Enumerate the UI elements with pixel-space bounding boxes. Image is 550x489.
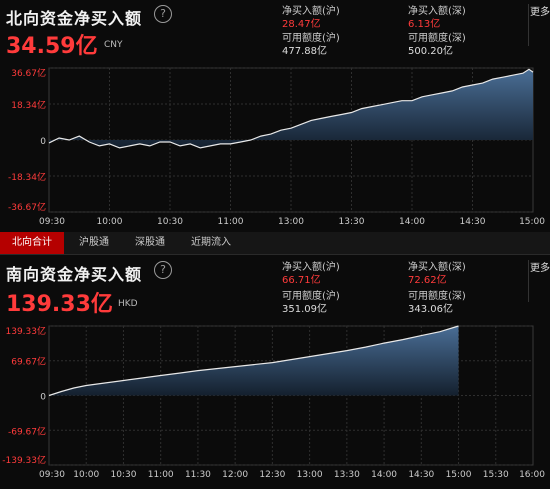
south-amount: 139.33亿 [6,292,113,317]
x-tick-label: 12:00 [222,470,248,480]
series-area [49,69,533,148]
x-tick-label: 15:30 [483,470,509,480]
x-tick-label: 09:30 [39,217,65,227]
south-currency: HKD [118,299,138,309]
y-tick-label: 139.33亿 [6,325,47,337]
x-tick-label: 11:00 [218,217,244,227]
x-tick-label: 15:00 [446,470,472,480]
north-currency: CNY [104,40,123,50]
north-flow-chart: 36.67亿 18.34亿 0 -18.34亿 -36.67亿 09:30 10:00 10:… [8,67,545,227]
x-tick-label: 10:00 [73,470,99,480]
x-tick-label: 10:00 [97,217,123,227]
south-buy-sh-label: 净买入额(沪) [282,262,340,273]
tab-north-total[interactable]: 北向合计 [0,232,64,254]
x-tick-label: 09:30 [39,470,65,480]
x-tick-label: 11:00 [148,470,174,480]
y-tick-label: 0 [40,393,46,403]
y-tick-label: -139.33亿 [2,454,46,466]
south-buy-sz-label: 净买入额(深) [408,262,466,273]
south-flow-chart: 139.33亿 69.67亿 0 -69.67亿 -139.33亿 09:30 10:00 1… [2,325,545,480]
north-buy-sz-value: 6.13亿 [408,19,441,30]
north-quota-sh-label: 可用额度(沪) [282,33,340,44]
x-tick-label: 16:00 [519,470,545,480]
south-more-button[interactable]: 更多 [528,260,550,302]
x-tick-label: 13:30 [339,217,365,227]
series-line [48,68,534,149]
x-tick-label: 14:00 [371,470,397,480]
north-header: 北向资金净买入额 ? 34.59亿 CNY 净买入额(沪) 28.47亿 可用额… [0,0,550,59]
series-line [48,325,459,397]
x-tick-label: 15:00 [519,217,545,227]
south-quota-sz-label: 可用额度(深) [408,291,466,302]
y-tick-label: 36.67亿 [11,67,46,79]
y-tick-label: -36.67亿 [8,201,46,213]
help-icon[interactable]: ? [154,261,172,279]
x-tick-label: 14:00 [399,217,425,227]
x-tick-label: 10:30 [157,217,183,227]
south-title: 南向资金净买入额 [6,265,143,284]
y-tick-label: -69.67亿 [8,425,46,437]
south-quota-sz-value: 343.06亿 [408,304,453,315]
x-tick-label: 10:30 [110,470,136,480]
series-area [49,326,459,396]
tab-shenzhen-connect[interactable]: 深股通 [135,237,165,248]
x-tick-label: 13:00 [297,470,323,480]
south-buy-sz-value: 72.62亿 [408,275,447,286]
north-quota-sz-value: 500.20亿 [408,46,453,57]
north-more-button[interactable]: 更多 [528,4,550,46]
south-quota-sh-label: 可用额度(沪) [282,291,340,302]
north-quota-sh-value: 477.88亿 [282,46,327,57]
y-tick-label: 18.34亿 [11,99,46,111]
north-buy-sh-value: 28.47亿 [282,19,321,30]
x-tick-label: 13:30 [334,470,360,480]
south-header: 南向资金净买入额 ? 139.33亿 HKD 净买入额(沪) 66.71亿 可用… [0,256,550,317]
x-tick-label: 11:30 [185,470,211,480]
south-buy-sh-value: 66.71亿 [282,275,321,286]
x-tick-label: 13:00 [278,217,304,227]
north-buy-sh-label: 净买入额(沪) [282,6,340,17]
north-panel: 北向资金净买入额 ? 34.59亿 CNY 净买入额(沪) 28.47亿 可用额… [0,0,550,232]
y-tick-label: 69.67亿 [11,356,46,368]
north-amount: 34.59亿 [6,34,98,59]
tab-shanghai-connect[interactable]: 沪股通 [79,237,109,248]
tab-recent-inflow[interactable]: 近期流入 [191,237,231,248]
x-tick-label: 14:30 [460,217,486,227]
south-quota-sh-value: 351.09亿 [282,304,327,315]
y-tick-label: -18.34亿 [8,171,46,183]
tab-bar: 北向合计 沪股通 深股通 近期流入 [0,232,550,255]
north-title: 北向资金净买入额 [6,9,143,28]
x-tick-label: 12:30 [259,470,285,480]
x-tick-label: 14:30 [408,470,434,480]
y-tick-label: 0 [40,137,46,147]
south-panel: 南向资金净买入额 ? 139.33亿 HKD 净买入额(沪) 66.71亿 可用… [0,256,550,489]
north-quota-sz-label: 可用额度(深) [408,33,466,44]
help-icon[interactable]: ? [154,5,172,23]
north-buy-sz-label: 净买入额(深) [408,6,466,17]
